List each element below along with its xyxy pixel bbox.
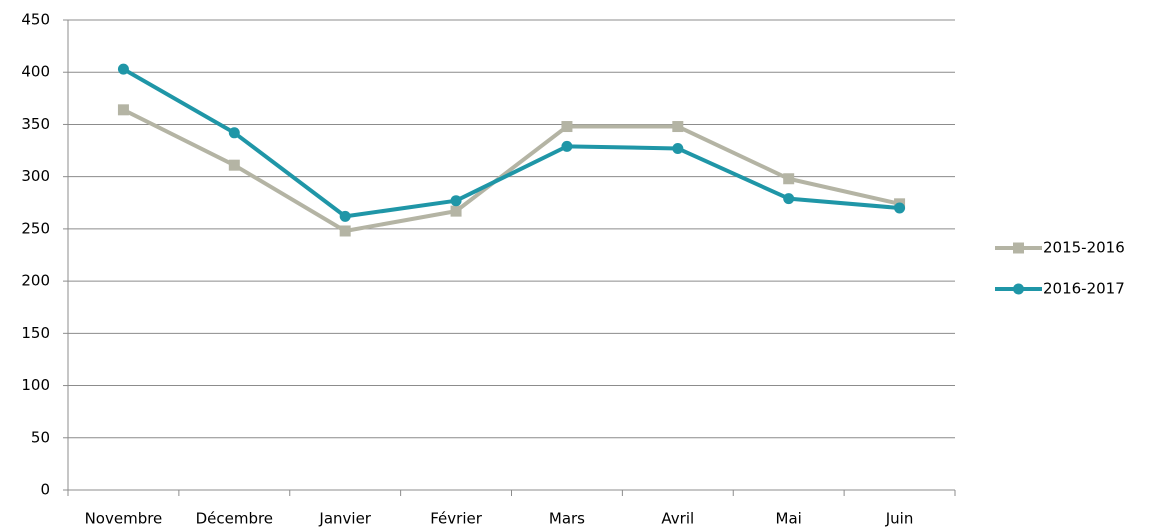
data-point <box>783 193 795 205</box>
series-line <box>122 108 901 233</box>
y-tick-label: 450 <box>21 11 50 29</box>
series-line <box>122 67 900 219</box>
data-point <box>561 140 573 152</box>
y-tick-label: 350 <box>21 115 50 133</box>
y-tick-label: 300 <box>21 167 50 185</box>
data-point <box>450 205 462 217</box>
data-point <box>561 121 573 133</box>
legend-label: 2016-2017 <box>1043 280 1125 298</box>
data-point <box>894 202 906 214</box>
data-point <box>672 121 684 133</box>
data-point <box>339 225 351 237</box>
data-point <box>228 159 240 171</box>
data-point <box>672 142 684 154</box>
data-point <box>228 127 240 139</box>
data-point <box>117 63 129 75</box>
x-tick-label: Juin <box>885 510 914 528</box>
y-tick-label: 200 <box>21 272 50 290</box>
legend-marker <box>1013 283 1024 295</box>
data-point <box>783 173 795 185</box>
x-tick-label: Mars <box>549 510 585 528</box>
y-tick-label: 100 <box>21 376 50 394</box>
y-tick-label: 400 <box>21 63 50 81</box>
legend-marker <box>1013 242 1024 254</box>
y-tick-label: 150 <box>21 324 50 342</box>
legend-label: 2015-2016 <box>1043 239 1125 257</box>
x-tick-label: Novembre <box>85 510 163 528</box>
data-point <box>339 210 351 222</box>
y-tick-label: 0 <box>40 481 50 499</box>
data-point <box>117 104 129 116</box>
y-tick-label: 50 <box>31 428 50 446</box>
x-tick-label: Février <box>430 510 482 528</box>
x-tick-label: Mai <box>776 510 802 528</box>
x-tick-label: Janvier <box>318 510 371 528</box>
y-tick-label: 250 <box>21 219 50 237</box>
x-tick-label: Décembre <box>196 510 273 528</box>
x-tick-label: Avril <box>661 510 694 528</box>
data-point <box>450 195 462 207</box>
